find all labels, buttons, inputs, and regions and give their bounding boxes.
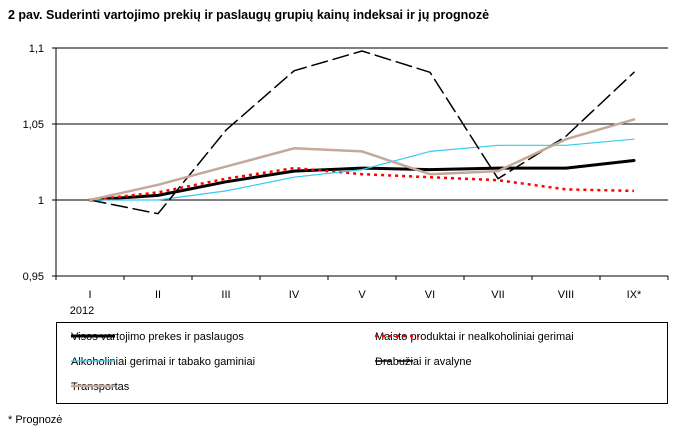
legend-item-transportas: Transportas (71, 381, 129, 393)
series-line-2 (89, 166, 635, 202)
series-line-5 (88, 118, 636, 202)
x-year-label: 2012 (70, 305, 94, 317)
x-tick-label: III (221, 289, 230, 301)
legend-swatch (71, 384, 115, 388)
y-tick-label: 1 (38, 195, 44, 207)
chart-title: 2 pav. Suderinti vartojimo prekių ir pas… (8, 8, 490, 22)
legend-swatch (375, 334, 419, 338)
x-tick-label: VII (491, 289, 504, 301)
legend-label: Drabužiai ir avalyne (375, 356, 472, 368)
legend-item-visos: Visos vartojimo prekes ir paslaugos (71, 331, 244, 343)
legend-label: Alkoholiniai gerimai ir tabako gaminiai (71, 356, 256, 368)
legend-swatch (71, 334, 115, 338)
series-line-3 (89, 138, 635, 201)
x-tick-label: IX* (627, 289, 642, 301)
x-tick-label: IV (289, 289, 300, 301)
x-tick-label: VIII (558, 289, 575, 301)
legend-label: Visos vartojimo prekes ir paslaugos (71, 331, 244, 343)
legend-item-maisto: Maisto produktai ir nealkoholiniai gerim… (375, 331, 574, 343)
y-tick-label: 0,95 (23, 271, 44, 283)
legend-label: Maisto produktai ir nealkoholiniai gerim… (375, 331, 574, 343)
y-tick-label: 1,1 (29, 43, 44, 55)
y-tick-label: 1,05 (23, 119, 44, 131)
legend-swatch (71, 360, 115, 362)
x-tick-label: VI (425, 289, 435, 301)
footnote: * Prognozė (8, 414, 63, 426)
x-tick-label: II (155, 289, 161, 301)
legend-item-drabuziai: Drabužiai ir avalyne (375, 356, 472, 368)
x-tick-label: I (88, 289, 91, 301)
legend-swatch (375, 360, 419, 362)
series-line-4 (89, 50, 635, 215)
x-tick-label: V (358, 289, 366, 301)
chart-legend: Visos vartojimo prekes ir paslaugos Mais… (56, 322, 668, 404)
series-line-1 (88, 159, 636, 202)
legend-item-alkoholiniai: Alkoholiniai gerimai ir tabako gaminiai (71, 356, 255, 368)
